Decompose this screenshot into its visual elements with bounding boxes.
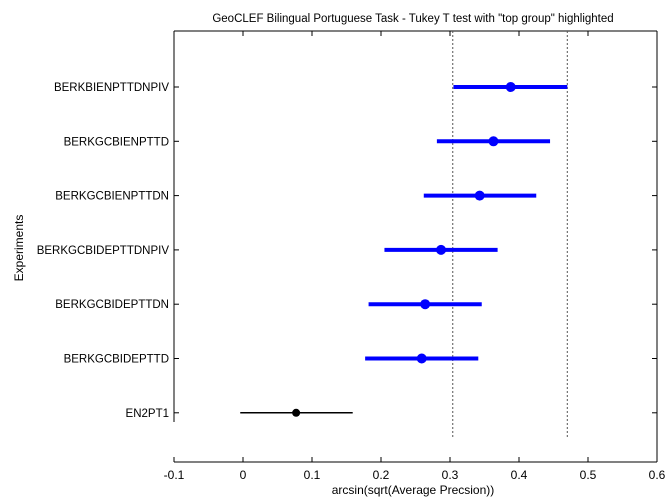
x-tick-label: 0.5 [580, 468, 597, 482]
category-label: BERKGCBIDEPTTD [64, 354, 169, 366]
x-tick-label: 0.6 [649, 468, 665, 482]
y-axis-title: Experiments [12, 215, 26, 282]
mean-marker [488, 136, 499, 147]
x-tick-label: 0.1 [304, 468, 321, 482]
mean-marker [416, 353, 427, 364]
category-label: BERKGCBIDEPTTDNPIV [37, 245, 170, 257]
chart-title: GeoCLEF Bilingual Portuguese Task - Tuke… [212, 13, 613, 25]
category-label: BERKGCBIENPTTDN [55, 191, 169, 203]
x-axis-title: arcsin(sqrt(Average Precsion)) [332, 483, 495, 497]
x-tick-label: 0.4 [511, 468, 528, 482]
mean-marker [420, 299, 431, 310]
x-tick-label: 0 [240, 468, 247, 482]
category-label: EN2PT1 [126, 408, 169, 420]
category-label: BERKBIENPTTDNPIV [54, 82, 169, 94]
x-tick-label: 0.3 [442, 468, 459, 482]
mean-marker [436, 244, 447, 255]
category-label: BERKGCBIDEPTTDN [55, 299, 169, 311]
mean-marker [292, 408, 301, 417]
category-label: BERKGCBIENPTTD [64, 136, 169, 148]
mean-marker [474, 190, 485, 201]
x-tick-label: -0.1 [164, 468, 185, 482]
mean-marker [505, 82, 516, 92]
plot-area: -0.1 0 0.1 0.2 0.3 0.4 0.5 0.6 BERKBIENPTTDNPIV B… [37, 30, 665, 482]
x-tick-label: 0.2 [373, 468, 390, 482]
